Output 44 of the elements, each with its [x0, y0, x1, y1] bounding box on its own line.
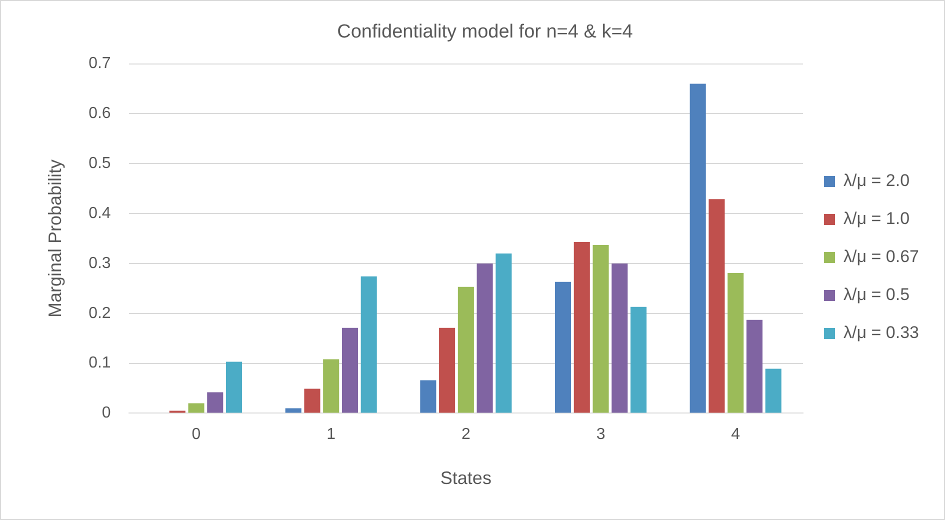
bar	[458, 286, 474, 413]
bar	[630, 306, 647, 413]
bar	[323, 359, 340, 413]
bar	[439, 328, 456, 413]
bar	[708, 199, 725, 413]
x-tick-label: 1	[326, 426, 336, 444]
bar	[728, 272, 744, 413]
x-tick-label: 0	[192, 426, 201, 444]
x-tick-label: 3	[596, 426, 606, 444]
legend-label: λ/μ = 0.5	[844, 285, 910, 304]
legend-label: λ/μ = 0.67	[844, 247, 920, 266]
y-tick-label: 0.2	[88, 304, 111, 322]
y-tick-label: 0.7	[88, 55, 111, 72]
y-tick-label: 0.6	[88, 105, 111, 122]
bar	[285, 408, 302, 413]
legend-label: λ/μ = 0.33	[844, 323, 920, 342]
bar	[226, 362, 242, 413]
y-tick-label: 0.4	[88, 204, 111, 222]
bar	[188, 403, 204, 413]
bar	[690, 84, 706, 413]
y-tick-label: 0.3	[88, 254, 111, 272]
bar	[304, 388, 320, 413]
x-tick-label: 2	[461, 426, 470, 444]
bar	[476, 263, 493, 413]
bar	[554, 282, 572, 413]
bar	[746, 320, 763, 413]
bar	[207, 392, 224, 413]
chart-title: Confidentiality model for n=4 & k=4	[337, 22, 634, 43]
bar	[496, 253, 512, 413]
legend-label: λ/μ = 1.0	[844, 209, 910, 228]
x-tick-label: 4	[731, 426, 740, 444]
bar	[592, 244, 609, 413]
bar	[360, 276, 377, 413]
y-axis-title: Marginal Probability	[44, 159, 65, 318]
bar	[420, 380, 436, 413]
y-tick-label: 0.5	[88, 155, 111, 172]
bar	[342, 328, 358, 413]
x-axis-title: States	[440, 468, 492, 488]
y-tick-label: 0.1	[88, 354, 111, 372]
bar	[612, 263, 628, 413]
y-tick-label: 0	[102, 404, 111, 422]
legend-label: λ/μ = 2.0	[844, 171, 910, 190]
bar	[574, 242, 590, 413]
bar	[765, 368, 782, 413]
